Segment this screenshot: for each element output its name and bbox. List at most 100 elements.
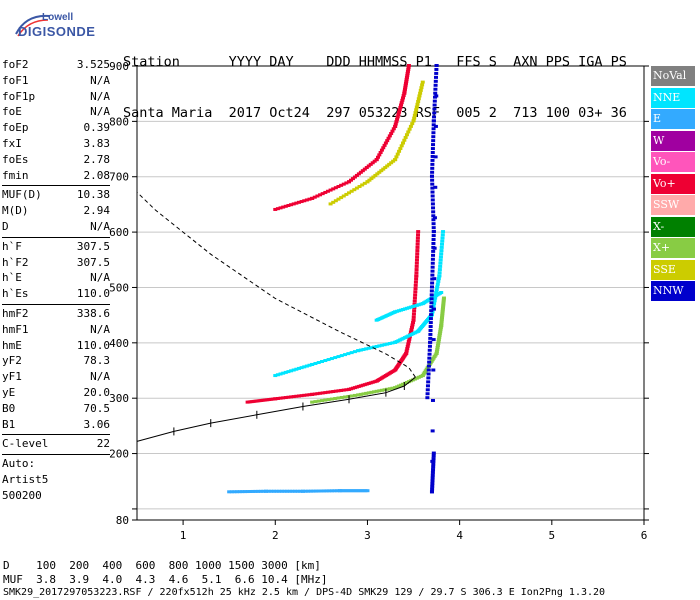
param-row: foF1p N/A xyxy=(2,90,110,106)
echo-point xyxy=(310,392,315,396)
legend-item-sse: SSE xyxy=(651,259,695,280)
echo-point xyxy=(436,340,441,344)
echo-point xyxy=(387,342,392,346)
echo-point xyxy=(431,119,436,123)
y-tick-label: 300 xyxy=(109,392,129,405)
footer-file-info: SMK29_2017297053223.RSF / 220fx512h 25 k… xyxy=(3,587,606,598)
param-value: 2.78 xyxy=(83,152,111,166)
echo-point xyxy=(350,177,355,181)
echo-point xyxy=(375,172,380,176)
echo-point xyxy=(346,352,351,356)
echo-point xyxy=(336,185,341,189)
echo-point xyxy=(245,490,250,494)
echo-point xyxy=(429,174,434,178)
echo-point xyxy=(410,122,415,126)
echo-point xyxy=(433,124,438,128)
echo-point xyxy=(431,307,436,311)
echo-point xyxy=(415,242,420,246)
echo-point xyxy=(431,135,436,139)
y-tick-label: 900 xyxy=(109,60,129,73)
echo-point xyxy=(439,324,444,328)
echo-point xyxy=(377,153,382,157)
echo-point xyxy=(439,318,444,322)
echo-point xyxy=(379,388,384,392)
echo-point xyxy=(364,347,369,351)
echo-point xyxy=(361,347,366,351)
param-value: 2.08 xyxy=(83,168,111,182)
echo-point xyxy=(439,245,444,249)
echo-point xyxy=(433,75,438,79)
echo-point xyxy=(304,393,309,397)
echo-point xyxy=(430,170,435,174)
echo-point xyxy=(335,489,340,493)
echo-point xyxy=(415,255,420,259)
param-separator xyxy=(2,434,110,436)
echo-point xyxy=(440,310,445,314)
echo-point xyxy=(313,361,318,365)
echo-point xyxy=(431,226,436,230)
echo-point xyxy=(430,261,435,265)
echo-point xyxy=(440,306,445,310)
echo-point xyxy=(294,367,299,371)
echo-point xyxy=(333,186,338,190)
param-value: N/A xyxy=(90,73,110,87)
echo-point xyxy=(402,91,407,95)
echo-point xyxy=(289,369,294,373)
echo-point xyxy=(341,194,346,198)
echo-point xyxy=(327,489,332,493)
logo-text-digisonde: DIGISONDE xyxy=(18,24,96,39)
echo-point xyxy=(349,394,354,398)
echo-point xyxy=(439,252,444,256)
echo-point xyxy=(438,330,443,334)
echo-point xyxy=(283,370,288,374)
echo-point xyxy=(439,316,444,320)
echo-point xyxy=(323,190,328,194)
echo-point xyxy=(336,355,341,359)
echo-point xyxy=(428,332,433,336)
param-value: N/A xyxy=(90,322,110,336)
echo-point xyxy=(416,230,421,234)
echo-point xyxy=(441,304,446,308)
param-row: foE N/A xyxy=(2,105,110,121)
echo-point xyxy=(430,151,435,155)
echo-point xyxy=(339,196,344,200)
echo-point xyxy=(431,214,436,218)
echo-point xyxy=(261,489,266,493)
echo-point xyxy=(356,172,361,176)
echo-point xyxy=(336,197,341,201)
echo-point xyxy=(400,98,405,102)
echo-point xyxy=(408,124,413,128)
echo-point xyxy=(299,394,304,398)
echo-point xyxy=(339,354,344,358)
echo-point xyxy=(394,155,399,159)
echo-point xyxy=(420,80,425,84)
echo-point xyxy=(403,85,408,89)
echo-point xyxy=(390,386,395,390)
echo-point xyxy=(282,489,287,493)
echo-point xyxy=(412,299,417,303)
param-label: yF1 xyxy=(2,370,22,384)
echo-point xyxy=(333,199,338,203)
param-separator xyxy=(2,185,110,187)
echo-point xyxy=(435,345,440,349)
echo-point xyxy=(427,356,432,360)
echo-point xyxy=(370,161,375,165)
echo-point xyxy=(433,87,438,91)
echo-point xyxy=(437,334,442,338)
echo-point xyxy=(430,162,435,166)
echo-point xyxy=(429,490,434,494)
y-tick-label: 200 xyxy=(109,448,129,461)
echo-point xyxy=(440,308,445,312)
param-row: B0 70.5 xyxy=(2,402,110,418)
echo-point xyxy=(366,391,371,395)
echo-point xyxy=(417,94,422,98)
echo-point xyxy=(430,269,435,273)
echo-point xyxy=(429,297,434,301)
echo-point xyxy=(409,328,414,332)
echo-point xyxy=(290,489,295,493)
echo-point xyxy=(430,476,435,480)
echo-point xyxy=(432,246,437,250)
echo-point xyxy=(430,482,435,486)
echo-point xyxy=(408,330,413,334)
